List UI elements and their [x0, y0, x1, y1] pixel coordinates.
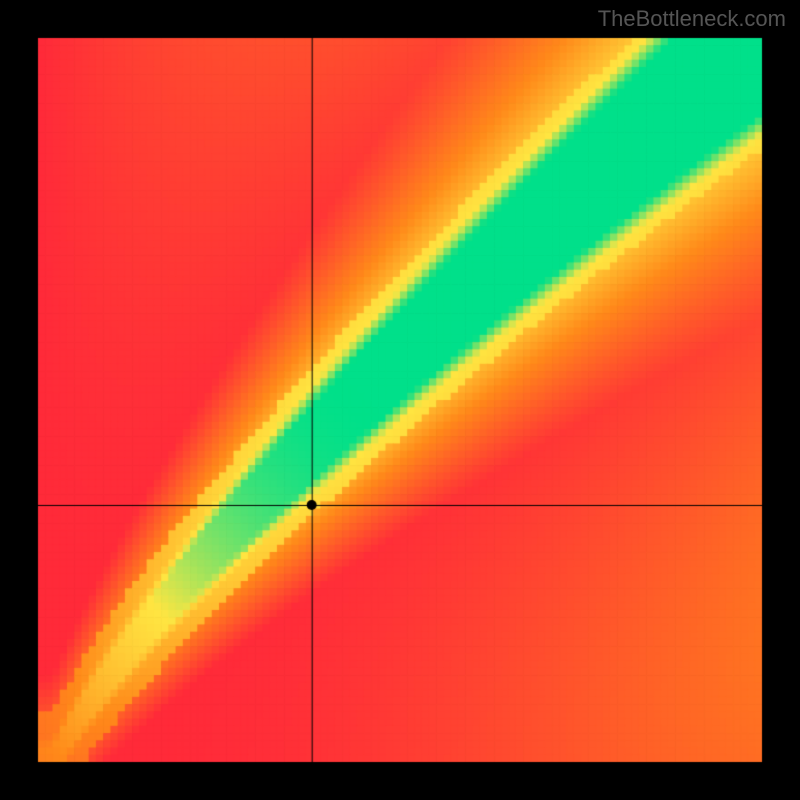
bottleneck-heatmap-canvas	[0, 0, 800, 800]
chart-root: TheBottleneck.com	[0, 0, 800, 800]
watermark-text: TheBottleneck.com	[598, 6, 786, 32]
